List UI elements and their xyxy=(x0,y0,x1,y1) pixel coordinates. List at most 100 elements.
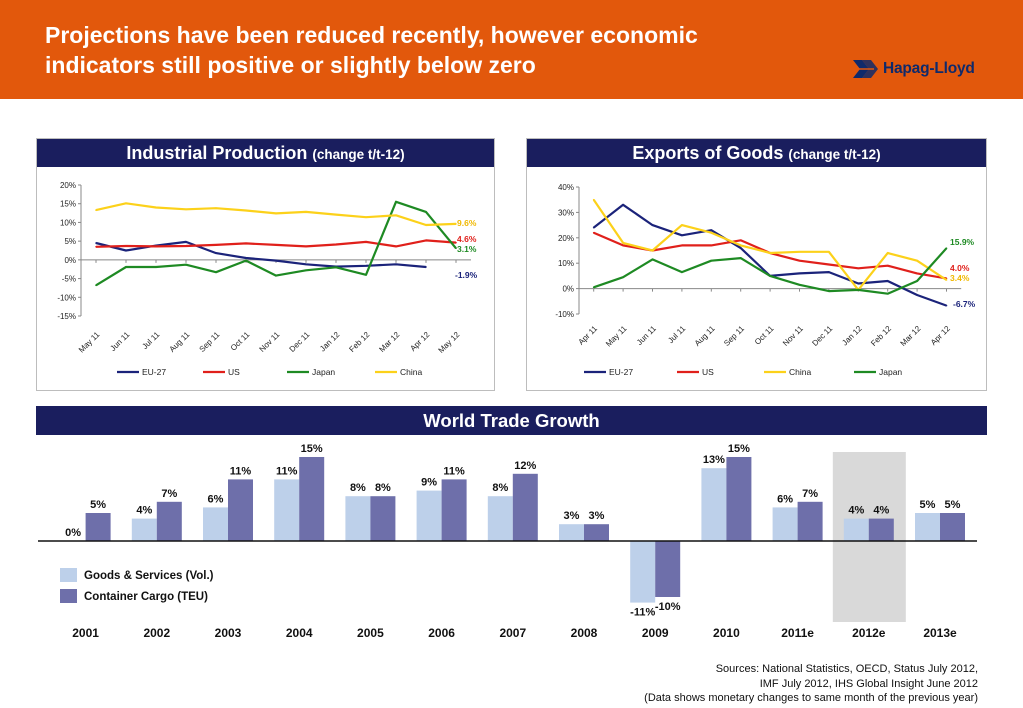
x-tick-label: May 11 xyxy=(604,324,629,349)
data-point xyxy=(365,216,367,218)
bar-2002-1 xyxy=(156,501,182,541)
data-point xyxy=(710,229,713,231)
data-point xyxy=(857,267,860,270)
legend-label: China xyxy=(400,367,422,377)
y-tick-label: 0% xyxy=(562,285,574,294)
data-point xyxy=(710,259,713,262)
bar-2004-1 xyxy=(299,457,325,541)
data-point xyxy=(95,209,97,211)
sources-line-2: IMF July 2012, IHS Global Insight June 2… xyxy=(759,677,978,690)
data-point xyxy=(945,304,948,307)
data-point xyxy=(395,214,397,217)
x-tick-label: May 12 xyxy=(436,330,461,355)
data-point xyxy=(275,212,277,215)
data-point xyxy=(215,207,217,210)
bar-value-label: 11% xyxy=(230,465,252,477)
data-point xyxy=(215,244,217,246)
data-point xyxy=(916,294,918,296)
data-point xyxy=(425,211,427,213)
bar-2008-0 xyxy=(559,524,584,541)
page-title: Projections have been reduced recently, … xyxy=(45,20,835,80)
data-point xyxy=(305,245,307,248)
x-tick-label: Apr 12 xyxy=(929,324,952,347)
bar-value-label: 3% xyxy=(564,510,580,522)
legend-label: Japan xyxy=(879,367,902,377)
bar-value-label: 5% xyxy=(920,499,936,511)
sources-note: Sources: National Statistics, OECD, Stat… xyxy=(644,662,978,706)
exports-of-goods-panel: Exports of Goods (change t/t-12) -10% 0% 1… xyxy=(526,138,987,391)
data-point xyxy=(769,275,771,277)
bar-value-label: 8% xyxy=(492,482,508,494)
y-tick-label: 15% xyxy=(60,200,76,209)
data-point xyxy=(769,252,771,254)
bar-2009-0 xyxy=(630,541,656,603)
x-tick-label: Jan 12 xyxy=(840,324,864,348)
data-point xyxy=(155,245,157,248)
data-point xyxy=(916,280,918,282)
header-banner: Projections have been reduced recently, … xyxy=(0,0,1023,99)
exports-of-goods-chart: -10% 0% 10% 20% 30% 40% Apr 11 May 11 Jun 11 Jul … xyxy=(555,183,975,377)
bar-value-label: -10% xyxy=(655,601,681,613)
data-point xyxy=(95,284,97,287)
data-point xyxy=(828,250,830,253)
data-point xyxy=(335,243,337,246)
x-tick-label: May 11 xyxy=(77,330,102,355)
data-point xyxy=(275,244,277,246)
legend-label: EU-27 xyxy=(609,367,633,377)
bar-value-label: 7% xyxy=(161,488,177,500)
data-point xyxy=(245,259,247,262)
bar-value-label: 13% xyxy=(703,454,725,466)
data-point xyxy=(395,263,397,266)
data-point xyxy=(592,231,595,234)
data-point xyxy=(335,213,337,216)
category-label: 2009 xyxy=(642,626,669,640)
data-point xyxy=(185,263,187,266)
category-label: 2002 xyxy=(143,626,170,640)
y-tick-label: 30% xyxy=(558,208,574,217)
data-point xyxy=(125,266,127,268)
sources-line-1: Sources: National Statistics, OECD, Stat… xyxy=(715,663,978,675)
end-value-label: 4.0% xyxy=(950,263,970,273)
sources-line-3: (Data shows monetary changes to same mon… xyxy=(644,692,978,704)
bar-2006-0 xyxy=(416,490,442,541)
data-point xyxy=(681,271,683,273)
y-tick-label: 10% xyxy=(60,218,76,227)
bar-value-label: 12% xyxy=(514,460,536,472)
bar-value-label: 6% xyxy=(208,493,224,505)
data-point xyxy=(395,245,397,248)
x-tick-label: Dec 11 xyxy=(810,324,834,348)
logo-icon xyxy=(853,60,878,78)
bar-2012e-1 xyxy=(868,518,894,541)
exports-of-goods-title: Exports of Goods (change t/t-12) xyxy=(527,139,986,167)
data-point xyxy=(798,250,801,253)
data-point xyxy=(365,274,367,276)
data-point xyxy=(886,252,889,254)
legend-label: Goods & Services (Vol.) xyxy=(84,570,214,582)
bar-value-label: 6% xyxy=(777,493,793,505)
series-line-us xyxy=(95,239,457,248)
data-point xyxy=(185,241,187,243)
bar-2013e-1 xyxy=(940,513,965,541)
x-tick-label: Aug 11 xyxy=(168,330,192,354)
x-tick-label: Mar 12 xyxy=(899,324,923,348)
bar-2007-1 xyxy=(512,473,538,541)
industrial-production-title: Industrial Production (change t/t-12) xyxy=(37,139,494,167)
ip-subtitle-text: (change t/t-12) xyxy=(312,147,405,162)
data-point xyxy=(185,208,187,211)
ip-title-text: Industrial Production xyxy=(126,143,308,163)
industrial-production-chart: -15% -10% -5% 0% 5% 10% 15% 20% May 11 Jun 11 Jul … xyxy=(57,181,477,377)
bar-value-label: -11% xyxy=(630,607,655,619)
data-point xyxy=(365,265,367,267)
x-tick-label: Nov 11 xyxy=(258,330,282,354)
bar-2004-0 xyxy=(274,479,300,541)
end-value-label: 9.6% xyxy=(457,218,477,228)
x-tick-label: Sep 11 xyxy=(722,324,746,348)
bar-value-label: 11% xyxy=(443,465,465,477)
bar-value-label: 4% xyxy=(136,505,152,517)
data-point xyxy=(681,224,683,226)
data-point xyxy=(798,283,801,286)
data-point xyxy=(828,271,830,273)
y-tick-label: 10% xyxy=(558,259,574,268)
data-point xyxy=(945,247,948,250)
data-point xyxy=(739,257,742,259)
